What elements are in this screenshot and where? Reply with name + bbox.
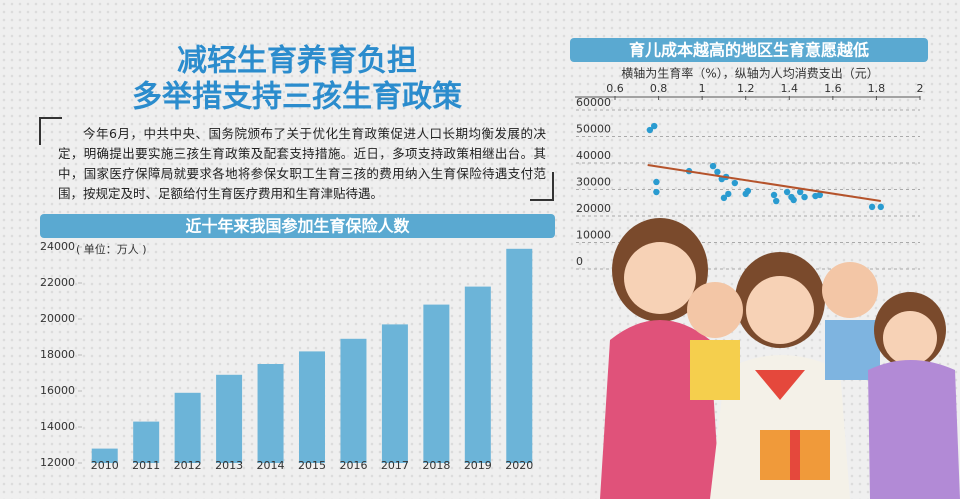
point [651, 122, 658, 130]
illustration [600, 218, 960, 499]
x-tick-label: 2017 [381, 459, 409, 472]
trendline [647, 164, 881, 203]
point [796, 188, 804, 196]
x-tick-label: 1.4 [781, 82, 799, 95]
chart-title: 育儿成本越高的地区生育意愿越低 [629, 41, 869, 60]
x-tick-label: 2020 [505, 459, 533, 472]
x-tick-label: 2011 [132, 459, 160, 472]
y-tick-label: 50000 [576, 123, 611, 136]
point [720, 194, 728, 202]
x-tick-label: 1.2 [737, 82, 755, 95]
x-tick-label: 1.8 [868, 82, 886, 95]
point [877, 203, 884, 211]
y-tick-label: 16000 [40, 384, 75, 397]
bar [340, 338, 367, 463]
main-title: 多举措支持三孩生育政策 [132, 80, 462, 115]
bar [91, 448, 118, 463]
y-tick-label: 18000 [40, 348, 75, 361]
x-tick-label: 2016 [339, 459, 367, 472]
point [790, 196, 797, 204]
bar [381, 324, 408, 463]
y-tick-label: 12000 [40, 456, 75, 469]
bar [133, 421, 160, 463]
point [653, 178, 660, 186]
bar [506, 248, 533, 463]
y-tick-label: 30000 [576, 176, 611, 189]
point [816, 191, 823, 199]
bar [257, 364, 284, 463]
point [709, 162, 717, 170]
point [731, 179, 739, 187]
point [714, 168, 721, 176]
point [646, 126, 654, 134]
bar [423, 304, 450, 463]
point [783, 188, 791, 196]
point [653, 188, 660, 196]
point [868, 203, 876, 211]
x-tick-label: 0.6 [606, 82, 624, 95]
x-tick-label: 1.6 [824, 82, 842, 95]
chart-title: 近十年来我国参加生育保险人数 [185, 217, 410, 236]
bracket [39, 117, 62, 145]
x-tick-label: 2013 [215, 459, 243, 472]
main-title: 减轻生育养育负担 [177, 44, 417, 79]
y-tick-label: 10000 [576, 229, 611, 242]
unit-label: ( 单位：万人 ) [76, 242, 147, 256]
point [773, 197, 780, 205]
x-tick-label: 2015 [298, 459, 326, 472]
y-tick-label: 20000 [40, 312, 75, 325]
bracket [530, 172, 554, 201]
x-tick-label: 2018 [422, 459, 450, 472]
title-banner [570, 38, 928, 62]
point [770, 191, 778, 199]
point [744, 187, 752, 195]
x-tick-label: 0.8 [650, 82, 668, 95]
x-tick-label: 2014 [257, 459, 285, 472]
title-banner [40, 214, 555, 238]
bar [299, 351, 325, 463]
bar [174, 392, 201, 463]
y-tick-label: 0 [576, 255, 583, 268]
bar [216, 374, 243, 463]
y-tick-label: 22000 [40, 276, 75, 289]
point [801, 193, 808, 201]
y-tick-label: 14000 [40, 420, 75, 433]
subtitle: 横轴为生育率（%），纵轴为人均消费支出（元） [621, 66, 878, 81]
y-tick-label: 40000 [576, 149, 611, 162]
bar [464, 286, 491, 463]
point [725, 190, 732, 198]
x-tick-label: 2012 [174, 459, 202, 472]
x-tick-label: 2019 [464, 459, 492, 472]
y-tick-label: 24000 [40, 240, 75, 253]
body-text: 今年6月，中共中央、国务院颁布了关于优化生育政策促进人口长期均衡发展的决定，明确… [58, 126, 546, 201]
x-tick-label: 1 [699, 82, 706, 95]
y-tick-label: 60000 [576, 96, 611, 109]
y-tick-label: 20000 [576, 202, 611, 215]
x-tick-label: 2 [917, 82, 924, 95]
x-tick-label: 2010 [91, 459, 119, 472]
